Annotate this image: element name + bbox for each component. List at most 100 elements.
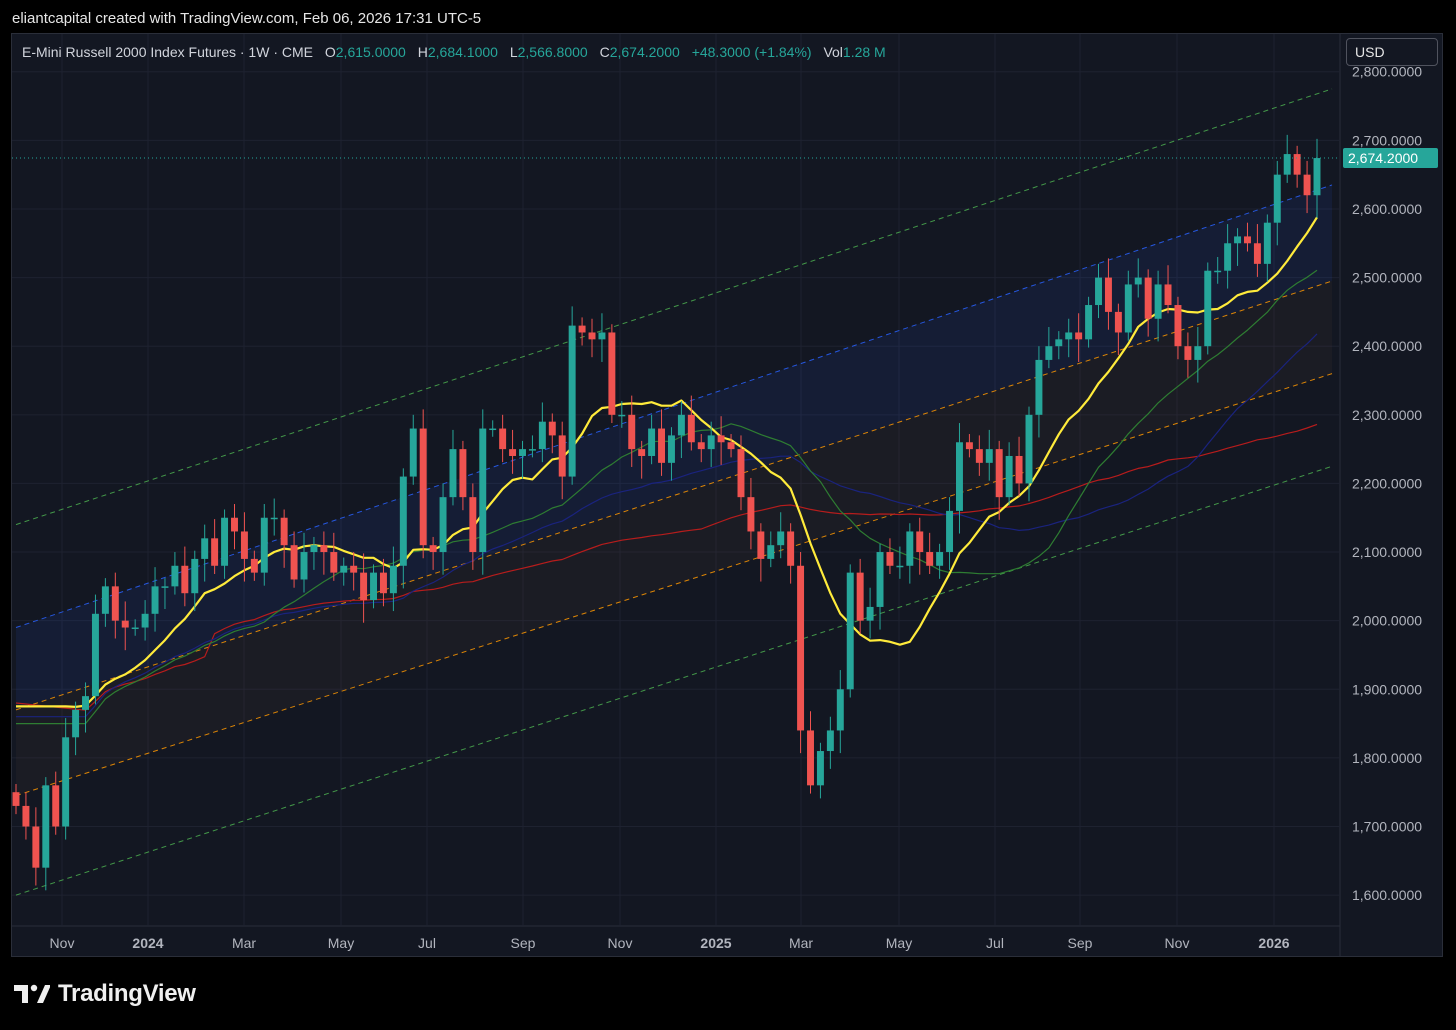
candle-body [1263, 222, 1271, 264]
x-tick-label: May [886, 935, 912, 951]
candle-body [797, 565, 805, 731]
candle-body [91, 613, 99, 697]
candle-body [231, 517, 238, 532]
candle-body [270, 517, 278, 520]
candle-body [747, 497, 755, 532]
currency-button[interactable]: USD [1346, 38, 1438, 66]
symbol-name[interactable]: E-Mini Russell 2000 Index Futures · 1W ·… [22, 44, 313, 60]
y-tick-label: 2,700.0000 [1352, 132, 1422, 148]
candle-body [350, 565, 358, 573]
candle-body [1214, 270, 1222, 273]
candle-body [310, 545, 318, 553]
last-price-marker: 2,674.2000 [12, 148, 1438, 169]
y-tick-label: 1,700.0000 [1352, 819, 1422, 835]
moving-averages [15, 216, 1318, 725]
open-value: 2,615.0000 [335, 44, 406, 60]
candle-body [826, 730, 834, 752]
candle-body [687, 414, 695, 443]
candle-body [181, 565, 189, 594]
y-tick-label: 2,100.0000 [1352, 544, 1422, 560]
channel-mid-top-line [15, 280, 1333, 711]
candle-body [1184, 346, 1192, 360]
candle-body [1065, 332, 1073, 340]
candle-body [767, 545, 775, 559]
candle-body [787, 531, 795, 566]
ma-mid-line [16, 269, 1318, 725]
candle-body [479, 428, 487, 553]
candle-body [638, 449, 646, 456]
change-value: +48.3000 (+1.84%) [691, 44, 812, 60]
candle-body [648, 428, 656, 456]
candle-body [896, 565, 904, 568]
candle-body [32, 826, 40, 868]
x-tick-label: Jul [418, 935, 436, 951]
last-price-label: 2,674.2000 [1348, 150, 1418, 166]
candle-body [42, 785, 50, 868]
candle-body [667, 435, 675, 463]
candle-body [955, 442, 963, 511]
candle-body [558, 435, 566, 477]
candle-body [211, 538, 219, 566]
attribution-text: eliantcapital created with TradingView.c… [12, 10, 482, 27]
candle-body [1085, 305, 1093, 340]
candle-body [538, 421, 546, 450]
candle-body [1313, 158, 1321, 196]
high-label: H [417, 44, 428, 60]
candle-body [171, 565, 179, 587]
candle-body [995, 449, 1003, 498]
x-tick-label: 2024 [132, 935, 163, 951]
volume-label: Vol [823, 44, 843, 60]
candle-body [608, 332, 616, 415]
candle-body [379, 572, 387, 594]
candle-body [320, 545, 328, 553]
candle-body [1055, 339, 1063, 347]
candle-body [300, 552, 308, 580]
candle-body [459, 449, 467, 498]
candle-body [757, 531, 765, 559]
candle-body [1015, 455, 1023, 484]
x-tick-label: 2026 [1258, 935, 1289, 951]
close-label: C [599, 44, 610, 60]
candle-body [1134, 277, 1142, 285]
price-chart[interactable]: 2,800.0000 2,700.0000 2,600.0000 2,500.0000… [12, 34, 1442, 956]
candle-body [777, 531, 785, 546]
candle-body [906, 531, 914, 566]
last-price-badge [1343, 148, 1438, 169]
candle-body [578, 325, 586, 333]
low-value: 2,566.8000 [517, 44, 588, 60]
candle-body [409, 428, 417, 477]
ma-long-line [15, 423, 1318, 711]
close-value: 2,674.2000 [609, 44, 680, 60]
candle-body [1224, 243, 1232, 271]
candle-body [1273, 174, 1281, 223]
candle-body [52, 785, 60, 827]
high-value: 2,684.1000 [427, 44, 498, 60]
candle-body [1035, 359, 1043, 415]
grid-lines [12, 34, 1442, 956]
candle-body [370, 572, 378, 601]
low-label: L [509, 44, 518, 60]
candle-body [568, 325, 576, 477]
candle-body [1164, 284, 1172, 306]
candle-body [717, 435, 725, 443]
candle-body [191, 558, 199, 594]
candle-body [201, 538, 209, 559]
candle-body [499, 428, 507, 450]
candle-body [360, 572, 368, 601]
candle-body [62, 737, 70, 827]
brand-name: TradingView [58, 980, 196, 1007]
candle-body [419, 428, 427, 546]
candle-body [846, 572, 854, 690]
y-tick-label: 2,300.0000 [1352, 407, 1422, 423]
candle-body [1234, 236, 1242, 244]
candle-body [1005, 455, 1013, 498]
candle-body [1144, 277, 1152, 319]
candle-body [886, 552, 894, 566]
candle-body [221, 517, 229, 566]
y-tick-label: 1,800.0000 [1352, 750, 1422, 766]
x-tick-label: Nov [50, 935, 75, 951]
chart-background [12, 34, 1442, 956]
candle-body [260, 517, 268, 573]
candlesticks [12, 134, 1321, 891]
price-axis: 2,800.0000 2,700.0000 2,600.0000 2,500.0000… [1352, 64, 1422, 903]
